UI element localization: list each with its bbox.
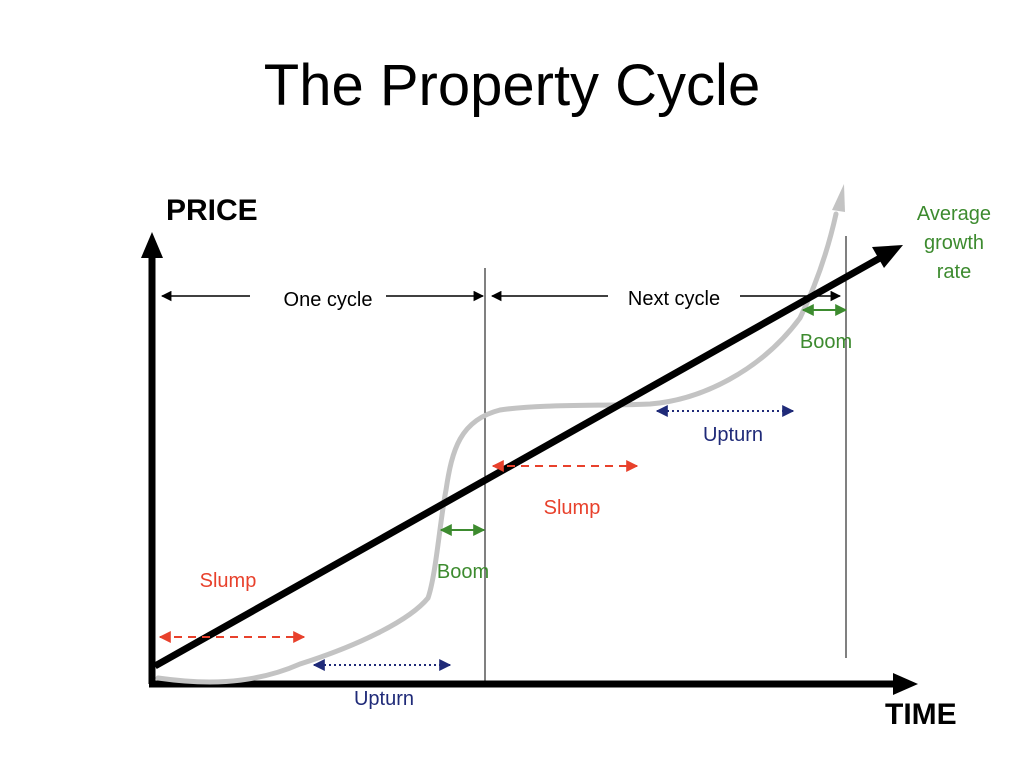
one-cycle-label: One cycle	[284, 289, 373, 311]
x-axis-label: TIME	[885, 698, 957, 731]
price-curve-arrowhead	[832, 184, 845, 212]
boom-2-label: Boom	[800, 331, 852, 353]
upturn-1-label: Upturn	[354, 688, 414, 710]
next-cycle-label: Next cycle	[628, 288, 720, 310]
upturn-2-label: Upturn	[703, 424, 763, 446]
boom-1-label: Boom	[437, 561, 489, 583]
trend-line-arrowhead	[872, 245, 903, 268]
trend-label-line-2: growth	[924, 232, 984, 254]
y-axis-label: PRICE	[166, 194, 258, 227]
x-axis-arrowhead	[893, 673, 918, 695]
trend-line	[153, 254, 882, 670]
trend-label-line-3: rate	[937, 261, 971, 283]
slump-1-label: Slump	[200, 570, 257, 592]
y-axis-arrowhead	[141, 232, 163, 258]
price-curve	[155, 211, 839, 685]
slide-title: The Property Cycle	[263, 53, 761, 118]
trend-label-line-1: Average	[917, 203, 991, 225]
slump-2-label: Slump	[544, 497, 601, 519]
